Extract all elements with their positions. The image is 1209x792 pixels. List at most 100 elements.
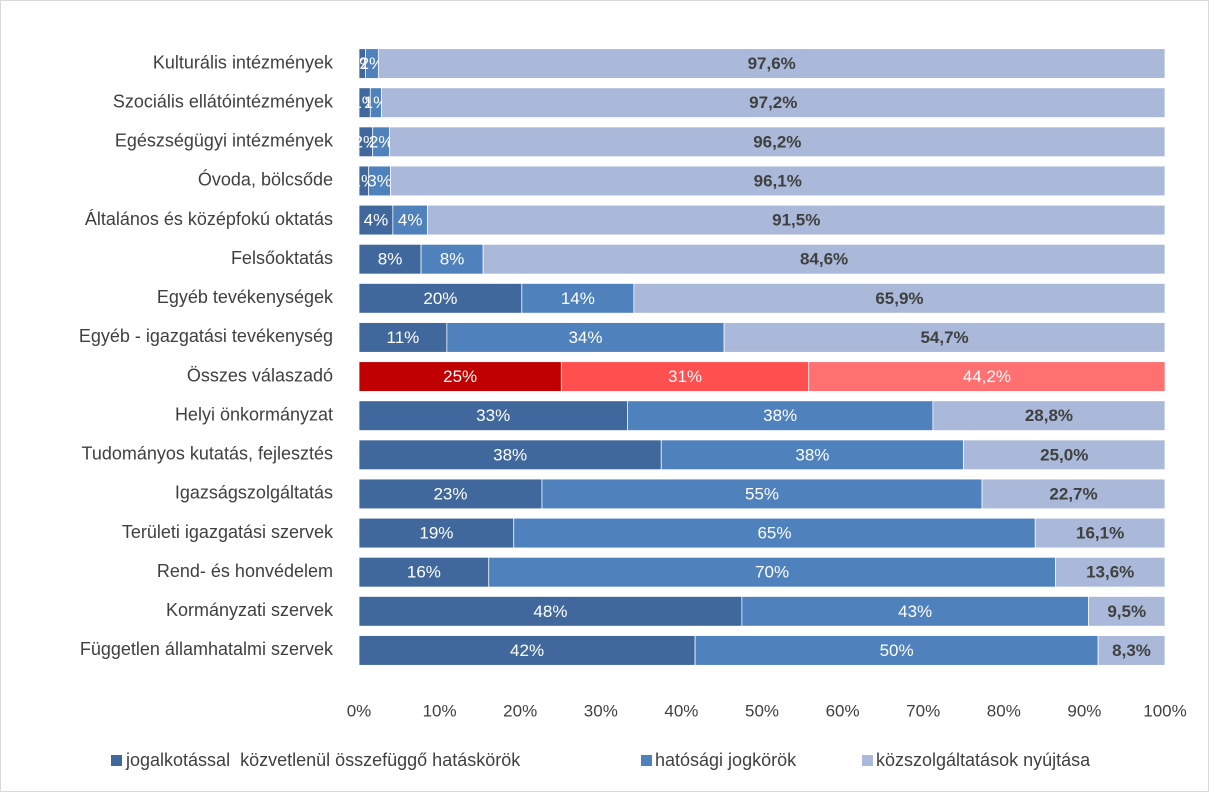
bar-segment — [627, 400, 934, 431]
data-label: 2% — [354, 132, 379, 151]
bar-segment — [377, 48, 1166, 79]
y-tick-label: Egészségügyi intézmények — [115, 131, 334, 151]
data-label: 14% — [561, 289, 595, 308]
bar-segment — [660, 439, 964, 471]
data-label: 4% — [398, 211, 423, 230]
x-tick-label: 100% — [1143, 701, 1186, 720]
y-tick-label: Igazságszolgáltatás — [175, 483, 333, 503]
bar-segment — [981, 478, 1166, 510]
data-label: 16% — [407, 563, 441, 582]
data-label: 91,5% — [772, 211, 820, 230]
data-label: 11% — [387, 328, 420, 347]
y-tick-label: Egyéb - igazgatási tevékenység — [79, 326, 333, 346]
bar-segment — [963, 439, 1166, 471]
y-tick-label: Felsőoktatás — [231, 248, 333, 268]
data-label: 65% — [757, 524, 791, 543]
bar-segment — [808, 361, 1166, 392]
x-tick-label: 50% — [745, 701, 779, 720]
data-label: 22,7% — [1049, 484, 1097, 503]
data-label: 13,6% — [1086, 563, 1134, 582]
x-tick-label: 10% — [423, 701, 457, 720]
bar-segment — [560, 361, 810, 392]
y-tick-label: Kormányzati szervek — [166, 600, 334, 620]
bar-segment — [932, 400, 1166, 431]
data-label: 31% — [668, 367, 702, 386]
data-label: 8% — [378, 250, 403, 269]
data-label: 23% — [433, 484, 467, 503]
legend-label: hatósági jogkörök — [655, 750, 797, 770]
x-tick-label: 80% — [987, 701, 1021, 720]
x-tick-label: 70% — [906, 701, 940, 720]
bar-segment — [358, 204, 394, 236]
y-tick-label: Egyéb tevékenységek — [157, 287, 334, 307]
x-tick-label: 40% — [664, 701, 698, 720]
data-label: 70% — [755, 563, 789, 582]
bar-segment — [694, 635, 1099, 666]
data-label: 34% — [568, 328, 602, 347]
y-tick-label: Helyi önkormányzat — [175, 404, 333, 424]
data-label: 96,1% — [754, 171, 802, 190]
data-label: 2% — [369, 132, 394, 151]
bar-segment — [1055, 556, 1166, 588]
y-tick-label: Óvoda, bölcsőde — [198, 169, 333, 190]
data-label: 33% — [476, 406, 510, 425]
bar-segment — [633, 283, 1166, 314]
data-label: 44,2% — [963, 367, 1011, 386]
data-label: 55% — [745, 484, 779, 503]
bar-segment — [358, 517, 515, 549]
bar-segment — [488, 556, 1056, 588]
data-label: 9,5% — [1107, 602, 1146, 621]
bar-segment — [392, 204, 428, 236]
bar-segment — [521, 283, 635, 314]
bar-segment — [541, 478, 983, 510]
bar-segment — [389, 126, 1166, 158]
bar-segment — [427, 204, 1166, 236]
bar-segment — [420, 243, 484, 275]
bar-segment — [358, 596, 743, 627]
legend-marker — [641, 755, 652, 766]
bar-segment — [1034, 517, 1166, 549]
y-tick-label: Összes válaszadó — [187, 365, 333, 385]
y-tick-label: Területi igazgatási szervek — [122, 522, 334, 542]
bar-segment — [482, 243, 1166, 275]
bar-segment — [513, 517, 1036, 549]
bar-segment — [358, 400, 628, 431]
bar-segment — [381, 87, 1166, 118]
y-tick-label: Szociális ellátóintézmények — [113, 91, 334, 111]
bar-segment — [390, 165, 1166, 197]
bar-segment — [1097, 635, 1166, 666]
data-label: 97,6% — [748, 54, 796, 73]
data-label: 54,7% — [920, 328, 968, 347]
data-label: 16,1% — [1076, 524, 1124, 543]
data-label: 50% — [880, 641, 914, 660]
data-label: 38% — [493, 445, 527, 464]
legend-label: jogalkotással közvetlenül összefüggő hat… — [125, 750, 521, 770]
data-label: 43% — [898, 602, 932, 621]
data-label: 3% — [367, 171, 392, 190]
y-tick-label: Tudományos kutatás, fejlesztés — [82, 444, 333, 464]
data-label: 96,2% — [753, 132, 801, 151]
data-label: 8% — [440, 250, 465, 269]
x-tick-label: 90% — [1067, 701, 1101, 720]
data-label: 38% — [795, 445, 829, 464]
data-label: 42% — [510, 641, 544, 660]
data-label: 20% — [423, 289, 457, 308]
x-tick-label: 0% — [347, 701, 372, 720]
bar-segment — [723, 322, 1166, 353]
y-tick-label: Kulturális intézmények — [153, 52, 334, 72]
data-label: 28,8% — [1025, 406, 1073, 425]
data-label: 48% — [533, 602, 567, 621]
legend-marker — [111, 755, 122, 766]
y-tick-label: Független államhatalmi szervek — [80, 639, 334, 659]
data-label: 38% — [763, 406, 797, 425]
legend-label: közszolgáltatások nyújtása — [876, 750, 1091, 770]
data-label: 4% — [364, 211, 389, 230]
x-tick-label: 30% — [584, 701, 618, 720]
data-label: 25,0% — [1040, 445, 1088, 464]
bar-segment — [358, 635, 696, 666]
data-label: 84,6% — [800, 250, 848, 269]
bar-segment — [446, 322, 725, 353]
data-label: 19% — [419, 524, 453, 543]
